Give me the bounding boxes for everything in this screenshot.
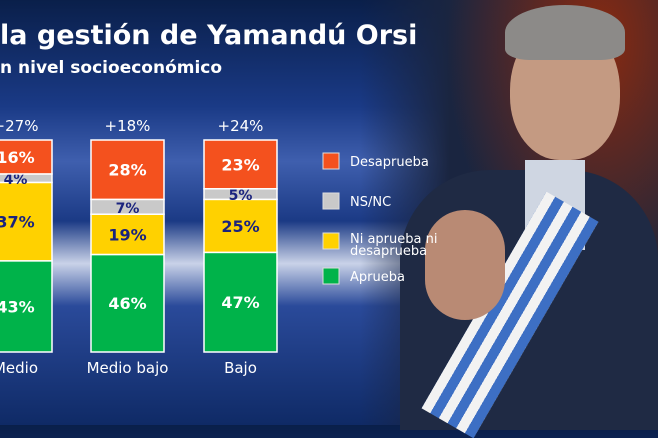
data-label: 23% (221, 155, 259, 174)
net-label: +18% (105, 117, 151, 135)
data-label: 25% (221, 217, 259, 236)
data-label: 37% (0, 213, 35, 232)
bar-segment (0, 139, 53, 175)
legend-swatch (322, 232, 340, 250)
net-label: +24% (218, 117, 264, 135)
data-label: 43% (0, 297, 35, 316)
legend-label: Desaprueba (350, 155, 429, 170)
legend-label: Aprueba (350, 270, 405, 285)
clapping-hands (425, 210, 505, 320)
legend-label: Ni aprueba ni (350, 232, 437, 247)
legend-label: NS/NC (350, 195, 391, 210)
data-label: 47% (221, 293, 259, 312)
hair (505, 5, 625, 60)
bar-segment (203, 198, 278, 254)
politician-photo (360, 0, 658, 438)
data-label: 5% (229, 188, 253, 204)
data-label: 46% (108, 294, 146, 313)
bar-segment (90, 139, 165, 201)
category-label: Medio bajo (87, 359, 169, 377)
legend-swatch (322, 152, 340, 170)
chart-subtitle: n nivel socioeconómico (0, 58, 223, 78)
stacked-bar-chart: 43% 37% 4% 16% +27% Medio 46% 19% 7% 28% +18% Medio… (0, 117, 437, 377)
data-label: 7% (116, 201, 140, 217)
category-label: Medio (0, 359, 38, 377)
legend-swatch (322, 192, 340, 210)
data-label: 19% (108, 225, 146, 244)
legend-swatch (322, 267, 340, 285)
data-label: 16% (0, 148, 35, 167)
chart-title: la gestión de Yamandú Orsi (0, 20, 418, 51)
net-label: +27% (0, 117, 38, 135)
category-label: Bajo (224, 359, 257, 377)
data-label: 28% (108, 161, 146, 180)
bar-segment (90, 253, 165, 353)
data-label: 4% (4, 172, 28, 188)
bar-segment (203, 139, 278, 190)
legend-label-line2: desaprueba (350, 244, 427, 259)
